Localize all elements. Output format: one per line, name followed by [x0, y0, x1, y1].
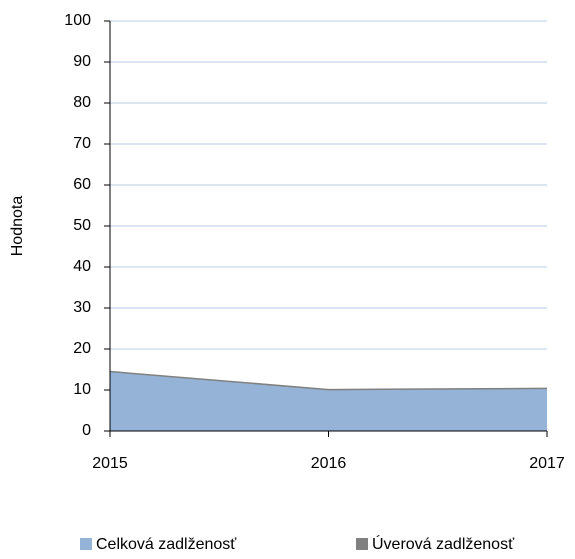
- y-tick-label: 60: [73, 176, 91, 193]
- x-tick-label: 2017: [529, 455, 565, 472]
- y-tick-label: 80: [73, 94, 91, 111]
- y-tick-label: 90: [73, 53, 91, 70]
- y-tick-label: 20: [73, 340, 91, 357]
- y-axis-label: Hodnota: [9, 196, 26, 257]
- y-tick-label: 50: [73, 217, 91, 234]
- area-line: [109, 370, 548, 391]
- x-tick-label: 2016: [311, 455, 347, 472]
- y-tick-label: 10: [73, 381, 91, 398]
- y-tick-label: 40: [73, 258, 91, 275]
- y-tick-label: 0: [82, 422, 91, 439]
- legend-swatch: [356, 538, 368, 550]
- x-tick-label: 2015: [92, 455, 128, 472]
- area: [110, 371, 547, 431]
- legend-swatch: [80, 538, 92, 550]
- legend-label: Úverová zadlženosť: [372, 534, 515, 553]
- y-tick-label: 100: [64, 12, 91, 29]
- legend-label: Celková zadlženosť: [96, 536, 237, 553]
- y-tick-label: 30: [73, 299, 91, 316]
- y-tick-label: 70: [73, 135, 91, 152]
